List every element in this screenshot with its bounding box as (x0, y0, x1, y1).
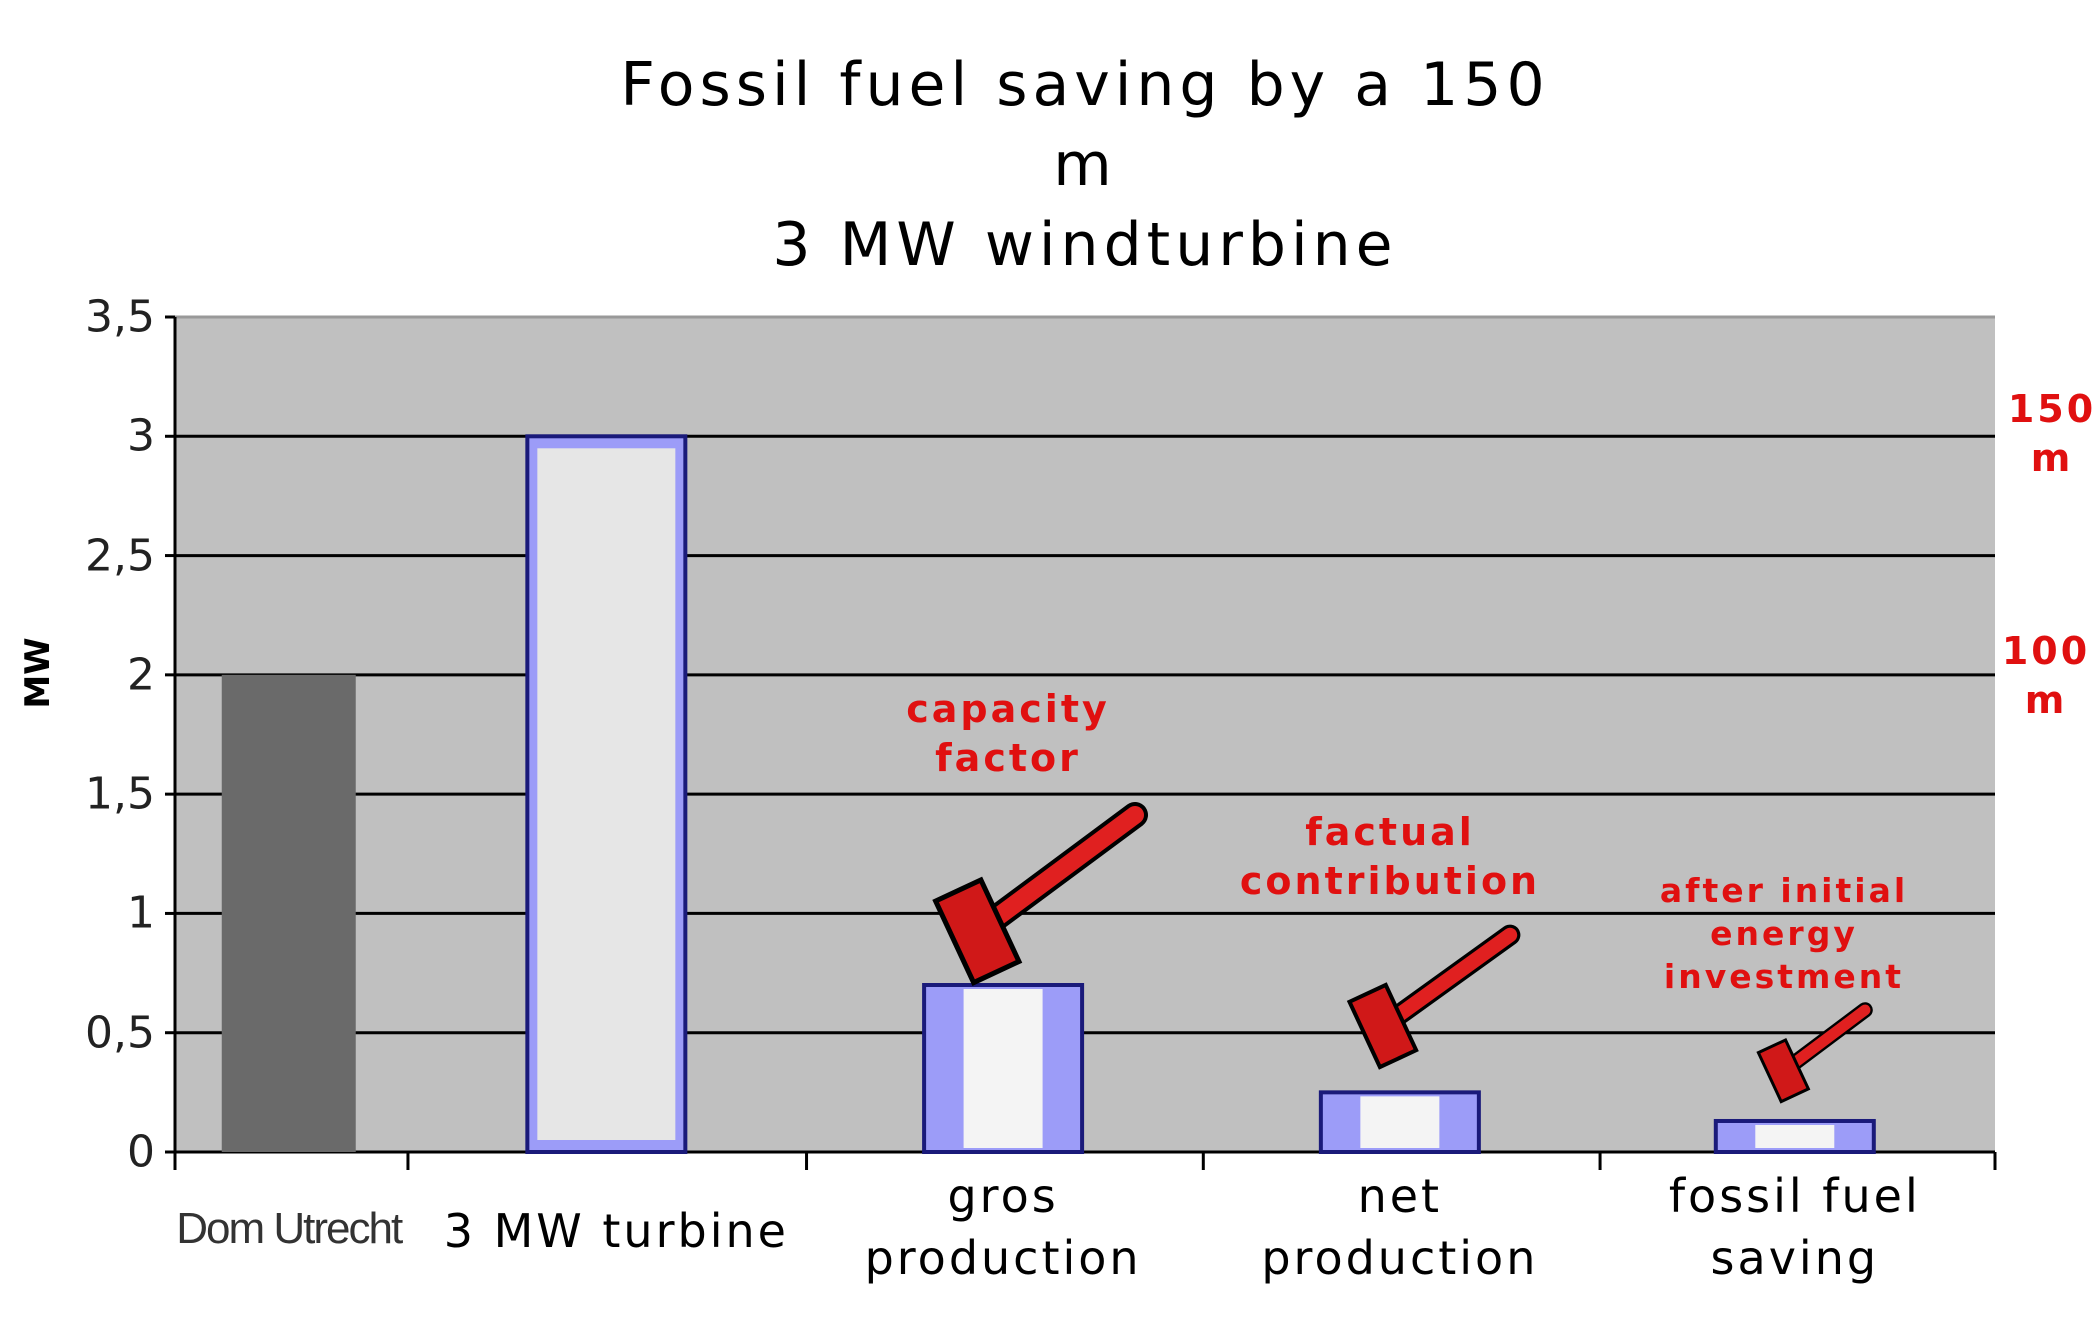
bar-image (1360, 1096, 1440, 1148)
hammer-head (1346, 982, 1419, 1070)
annotation: capacity factor (906, 687, 1110, 781)
bar (221, 674, 356, 1152)
hammer-handle (1779, 1004, 1871, 1076)
hammer-head (932, 876, 1023, 986)
x-tick-label: net production (1261, 1169, 1539, 1285)
bar-image (963, 989, 1043, 1148)
hammer-handle (1377, 927, 1518, 1033)
plot-area (175, 317, 1995, 1152)
annotation: 150 m (2007, 387, 2097, 481)
y-tick-label: 3,5 (85, 291, 155, 343)
x-tick-label: gros production (864, 1169, 1142, 1285)
annotation: after initial energy investment (1659, 871, 1909, 996)
x-tick-label: fossil fuel saving (1668, 1169, 1921, 1285)
y-tick-label: 0 (127, 1126, 155, 1178)
y-tick-label: 2 (127, 649, 155, 701)
chart-title: Fossil fuel saving by a 150 m 3 MW windt… (620, 50, 1550, 280)
x-tick-label: Dom Utrecht (176, 1204, 403, 1253)
y-tick-label: 1 (127, 887, 155, 939)
bar-image (537, 448, 676, 1140)
y-tick-label: 0,5 (85, 1007, 155, 1059)
y-tick-label: 3 (127, 410, 155, 462)
hammer-head (1756, 1037, 1811, 1104)
annotation: 100 m (2001, 629, 2091, 723)
hammer-handle (971, 806, 1144, 939)
bar-image (1755, 1124, 1835, 1148)
y-tick-label: 1,5 (85, 768, 155, 820)
y-tick-label: 2,5 (85, 530, 155, 582)
annotation: factual contribution (1239, 810, 1541, 904)
x-tick-label: 3 MW turbine (443, 1204, 789, 1258)
